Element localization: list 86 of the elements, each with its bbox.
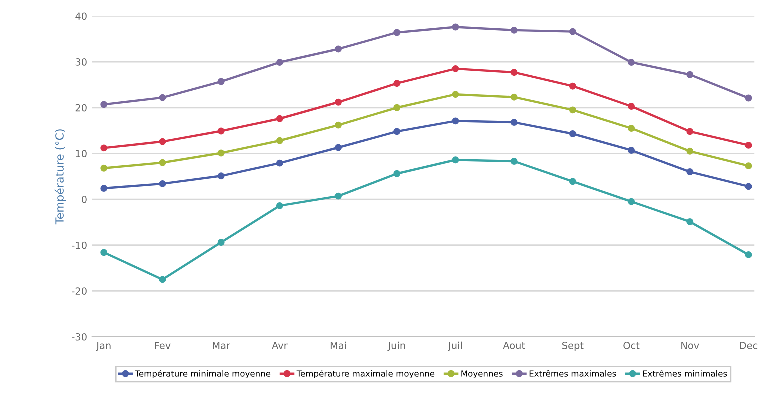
- legend-label: Extrêmes minimales: [643, 370, 728, 377]
- point: [628, 59, 636, 66]
- point: [686, 128, 694, 136]
- point: [394, 170, 401, 178]
- point: [218, 78, 225, 86]
- point: [394, 29, 401, 36]
- point: [745, 183, 752, 190]
- point: [569, 82, 576, 90]
- y-axis-title: Température (°C): [54, 130, 66, 225]
- y-tick-label: -10: [72, 242, 87, 250]
- point: [745, 251, 752, 258]
- point: [569, 178, 576, 186]
- point: [452, 118, 460, 125]
- point: [569, 28, 576, 36]
- point: [686, 148, 694, 155]
- y-tick-label: 0: [82, 196, 87, 204]
- point: [100, 249, 108, 256]
- point: [569, 106, 576, 114]
- legend-label: Température maximale moyenne: [296, 370, 435, 379]
- point: [218, 172, 225, 180]
- x-tick-label: Sept: [562, 342, 584, 352]
- point: [628, 198, 636, 206]
- point: [628, 147, 636, 154]
- point: [394, 104, 401, 112]
- point: [159, 159, 166, 166]
- y-tick-label: -30: [72, 333, 87, 341]
- x-tick-label: Aout: [503, 342, 526, 350]
- x-tick-label: Mai: [330, 342, 346, 350]
- point: [394, 128, 401, 136]
- point: [276, 160, 284, 167]
- point: [510, 94, 518, 101]
- point: [276, 202, 284, 210]
- point: [686, 71, 694, 78]
- point: [335, 46, 342, 53]
- x-tick-label: Mar: [213, 342, 230, 350]
- point: [100, 101, 108, 108]
- x-tick-label: Juin: [388, 342, 406, 352]
- y-tick-label: -20: [72, 288, 87, 295]
- legend-label: Température minimale moyenne: [135, 370, 271, 379]
- point: [452, 24, 460, 31]
- x-tick-label: Jan: [96, 342, 111, 352]
- point: [452, 65, 460, 72]
- point: [510, 26, 518, 34]
- point: [686, 168, 694, 176]
- point: [510, 119, 518, 126]
- point: [628, 125, 636, 132]
- point: [745, 142, 752, 149]
- legend-label: Extrêmes maximales: [530, 370, 616, 377]
- point: [159, 180, 166, 188]
- x-tick-label: Juil: [448, 342, 462, 352]
- point: [218, 239, 225, 246]
- point: [100, 164, 108, 172]
- point: [745, 94, 752, 102]
- point: [569, 130, 576, 138]
- point: [218, 128, 225, 135]
- point: [335, 144, 342, 152]
- point: [276, 59, 284, 66]
- point: [628, 103, 636, 110]
- y-tick-label: 40: [76, 12, 87, 20]
- point: [510, 69, 518, 76]
- point: [452, 91, 460, 98]
- x-tick-label: Nov: [682, 342, 700, 350]
- point: [100, 185, 108, 192]
- x-tick-label: Oct: [624, 342, 640, 350]
- point: [218, 150, 225, 157]
- point: [276, 137, 284, 144]
- point: [745, 162, 752, 170]
- x-tick-label: Fev: [155, 342, 171, 350]
- y-tick-label: 20: [76, 104, 87, 112]
- point: [335, 122, 342, 129]
- point: [100, 144, 108, 152]
- y-tick-label: 10: [76, 150, 87, 158]
- point: [510, 158, 518, 165]
- point: [394, 80, 401, 88]
- x-tick-label: Avr: [272, 342, 288, 350]
- point: [159, 138, 166, 146]
- legend-label: Moyennes: [462, 370, 503, 379]
- point: [335, 98, 342, 106]
- y-tick-label: 30: [76, 58, 87, 66]
- x-tick-label: Dec: [740, 342, 758, 350]
- point: [686, 218, 694, 226]
- point: [335, 192, 342, 200]
- point: [452, 156, 460, 164]
- point: [159, 94, 166, 102]
- point: [159, 276, 166, 284]
- point: [276, 115, 284, 122]
